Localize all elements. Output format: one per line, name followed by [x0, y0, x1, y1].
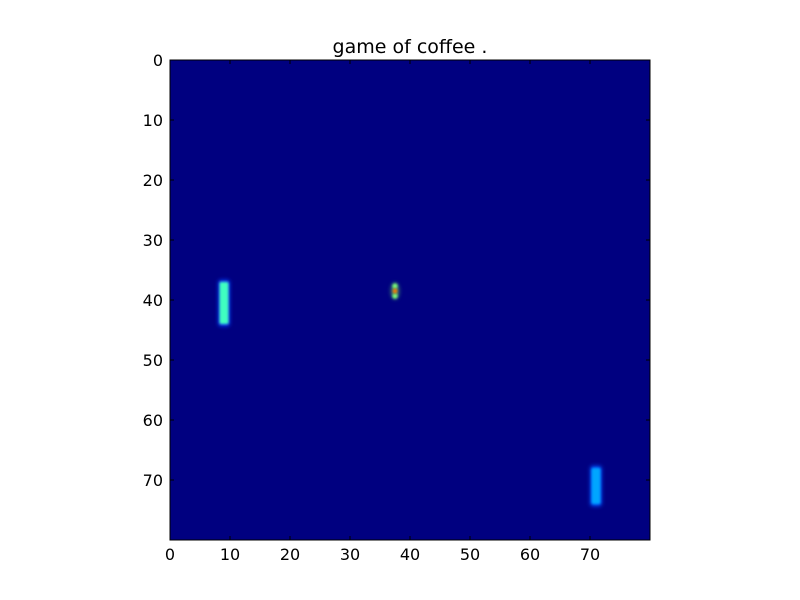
x-tick-label: 40 — [400, 545, 420, 564]
y-tick-label: 40 — [143, 291, 163, 310]
x-tick-label: 10 — [220, 545, 240, 564]
y-tick-label: 70 — [143, 471, 163, 490]
axes-frame — [169, 59, 651, 541]
y-tick-label: 20 — [143, 171, 163, 190]
y-tick-label: 10 — [143, 111, 163, 130]
right-paddle — [591, 468, 601, 504]
y-tick-label: 30 — [143, 231, 163, 250]
game-board — [170, 60, 650, 540]
ball-center — [392, 288, 398, 294]
x-tick-label: 0 — [165, 545, 175, 564]
axis-ticks: 0 10 20 30 40 50 60 70 0 10 20 30 40 50 60 70 — [143, 51, 650, 564]
y-tick-label: 50 — [143, 351, 163, 370]
x-tick-label: 20 — [280, 545, 300, 564]
ball-bottom — [392, 293, 398, 299]
x-tick-label: 60 — [520, 545, 540, 564]
plot-title: game of coffee . — [333, 36, 488, 58]
x-tick-label: 70 — [580, 545, 600, 564]
y-tick-label: 60 — [143, 411, 163, 430]
left-paddle — [219, 282, 229, 324]
board-background — [170, 60, 650, 540]
x-tick-label: 50 — [460, 545, 480, 564]
ball-top — [392, 283, 398, 289]
x-tick-label: 30 — [340, 545, 360, 564]
y-tick-label: 0 — [153, 51, 163, 70]
